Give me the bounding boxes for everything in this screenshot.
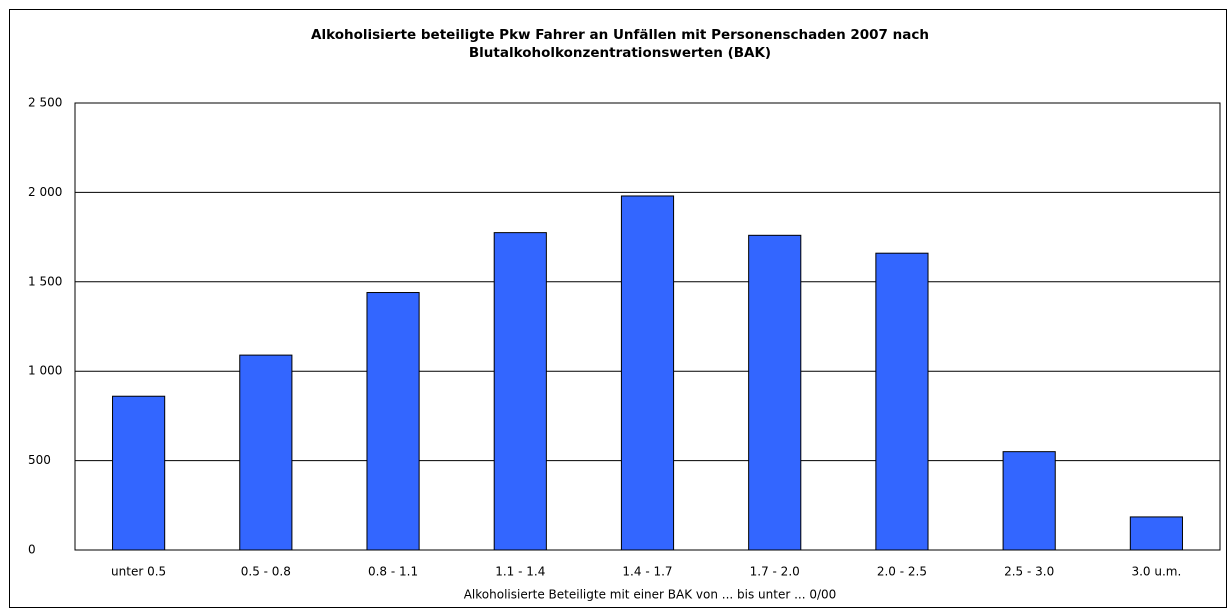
- y-tick-label: 1 500: [28, 274, 62, 288]
- bar: [1002, 451, 1056, 551]
- bar: [366, 292, 420, 551]
- x-tick-label: 1.7 - 2.0: [750, 565, 800, 579]
- bar: [620, 195, 675, 551]
- x-tick-label: 2.0 - 2.5: [877, 565, 927, 579]
- y-tick-label: 2 000: [28, 185, 62, 199]
- bar: [239, 354, 293, 551]
- y-tick-label: 500: [28, 453, 51, 467]
- chart-title: Blutalkoholkonzentrationswerten (BAK): [469, 45, 771, 61]
- x-tick-label: 0.8 - 1.1: [368, 565, 418, 579]
- bar: [1129, 516, 1183, 551]
- bar: [748, 234, 802, 551]
- y-tick-label: 0: [28, 543, 36, 557]
- bar: [875, 252, 929, 551]
- x-tick-label: 0.5 - 0.8: [241, 565, 291, 579]
- x-tick-label: 3.0 u.m.: [1131, 565, 1181, 579]
- bar: [112, 395, 166, 551]
- x-tick-label: 1.4 - 1.7: [622, 565, 672, 579]
- x-tick-label: 2.5 - 3.0: [1004, 565, 1054, 579]
- y-tick-label: 1 000: [28, 364, 62, 378]
- bar: [493, 232, 547, 551]
- x-tick-label: 1.1 - 1.4: [495, 565, 545, 579]
- x-axis-label: Alkoholisierte Beteiligte mit einer BAK …: [464, 588, 837, 602]
- x-tick-label: unter 0.5: [111, 565, 166, 579]
- chart-title: Alkoholisierte beteiligte Pkw Fahrer an …: [311, 27, 929, 43]
- y-tick-label: 2 500: [28, 96, 62, 110]
